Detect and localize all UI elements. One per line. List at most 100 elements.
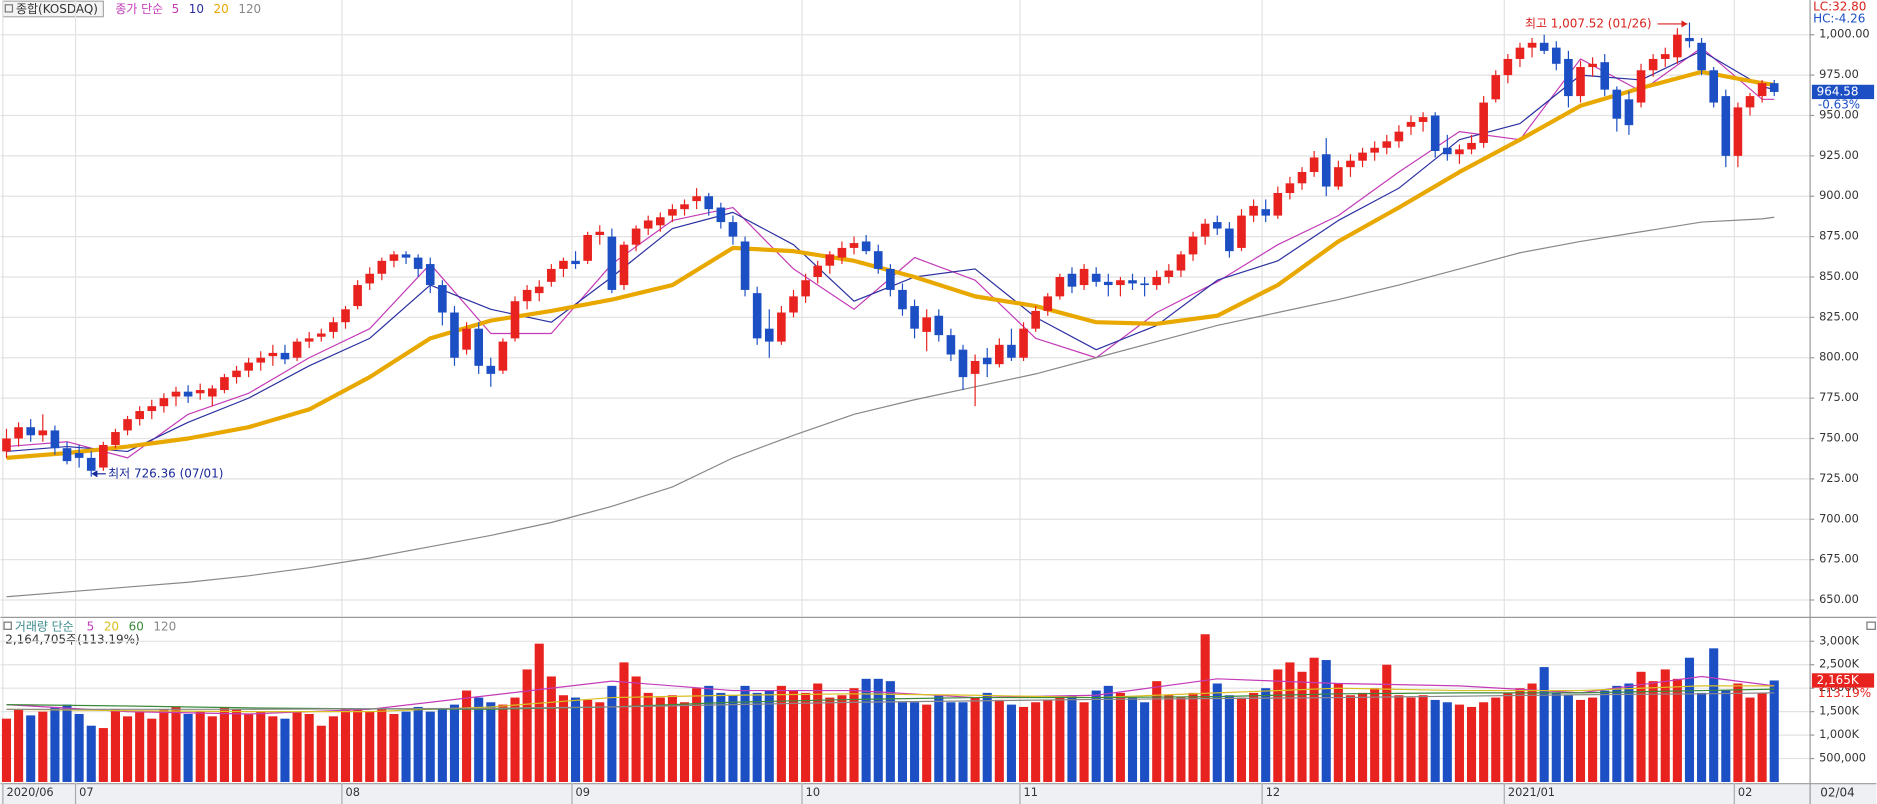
annotation-arrowhead: [91, 470, 98, 478]
candle-body: [1007, 344, 1016, 358]
volume-bar: [1382, 664, 1392, 782]
candle-body: [777, 312, 786, 342]
x-tick-label: 11: [1024, 785, 1038, 799]
y-tick-label: 3,000K: [1819, 633, 1860, 647]
candle-body: [268, 352, 278, 357]
volume-bar: [679, 702, 690, 782]
volume-bar: [1006, 704, 1016, 782]
ma-label: 종가 단순: [115, 2, 163, 16]
y-tick-label: 950.00: [1819, 107, 1859, 121]
volume-bar: [607, 685, 617, 782]
candle-body: [910, 306, 919, 329]
volume-bar: [1188, 692, 1198, 782]
candle-body: [220, 377, 229, 391]
volume-ma-line: [6, 685, 1775, 713]
ratio-label: 113.19%: [1818, 686, 1871, 700]
y-tick-label: 975.00: [1819, 67, 1859, 81]
volume-bar: [1745, 697, 1755, 782]
volume-bar: [970, 697, 980, 782]
candle-body: [547, 268, 556, 282]
candle-body: [147, 406, 157, 412]
candle-body: [1297, 172, 1307, 184]
candle-body: [1685, 37, 1694, 42]
volume-bar: [873, 678, 883, 782]
volume-bar: [1, 718, 12, 782]
icon: [1866, 621, 1876, 630]
legend-entry: 120: [238, 2, 261, 16]
candle-body: [38, 430, 48, 436]
volume-bar: [849, 688, 859, 782]
candle-body: [1176, 254, 1186, 271]
volume-bar: [1684, 657, 1695, 782]
price-tag-label: 964.58: [1817, 84, 1859, 98]
x-tick-label: 07: [79, 785, 93, 799]
candle-body: [740, 241, 750, 290]
x-tick-label: 10: [806, 785, 820, 799]
candle-body: [668, 209, 677, 216]
candle-body: [1697, 42, 1706, 71]
volume-bar: [1140, 702, 1150, 782]
candle-body: [510, 301, 520, 339]
legend-entry: 5: [87, 619, 95, 633]
volume-bar: [292, 711, 302, 782]
volume-bar: [1660, 669, 1670, 782]
candle-body: [1636, 70, 1646, 103]
candle-body: [86, 457, 96, 471]
candle-body: [438, 285, 447, 313]
legend-entry: 20: [214, 2, 229, 16]
candle-body: [1576, 67, 1585, 97]
volume-bar: [280, 718, 290, 782]
candle-body: [1212, 222, 1222, 229]
volume-tag: [1811, 673, 1875, 688]
candle-body: [801, 280, 810, 297]
volume-bar: [1285, 662, 1295, 782]
volume-bar: [583, 699, 593, 782]
candle-body: [1479, 102, 1488, 143]
legend-entry: 20: [104, 619, 119, 633]
candle-body: [1660, 54, 1670, 59]
candle-body: [195, 390, 205, 394]
candle-body: [498, 341, 508, 371]
candle-body: [1237, 215, 1246, 248]
legend-entry: 5: [172, 2, 180, 16]
volume-bar: [244, 713, 254, 782]
candle-body: [401, 254, 411, 258]
x-tick-label: 02: [1738, 785, 1752, 799]
volume-bar: [353, 709, 363, 782]
volume-bar: [377, 709, 387, 782]
candle-body: [280, 352, 290, 360]
volume-bar: [316, 725, 326, 782]
candle-body: [1382, 141, 1392, 148]
y-tick-label: 700.00: [1819, 511, 1859, 525]
volume-bar: [1588, 697, 1598, 782]
candle-body: [1321, 154, 1331, 187]
y-tick-label: 775.00: [1819, 390, 1859, 404]
candle-body: [595, 231, 605, 235]
volume-bar: [1103, 685, 1113, 782]
candle-body: [692, 196, 701, 202]
candle-body: [1564, 58, 1573, 97]
candle-body: [1285, 183, 1295, 194]
candle-body: [995, 344, 1004, 365]
candle-body: [1503, 58, 1513, 76]
candle-body: [50, 430, 60, 449]
candle-body: [1455, 149, 1464, 155]
candle-body: [1358, 152, 1367, 161]
volume-bar: [1127, 697, 1138, 782]
volume-bar: [207, 716, 217, 782]
candle-body: [341, 309, 350, 323]
candle-body: [74, 453, 84, 458]
volume-bar: [1176, 697, 1186, 782]
volume-bar: [619, 662, 629, 782]
candle-body: [123, 419, 132, 431]
volume-bar: [1043, 699, 1053, 782]
candle-body: [26, 427, 36, 436]
volume-bar: [571, 697, 581, 782]
volume-bar: [1055, 697, 1065, 782]
candle-body: [934, 315, 944, 336]
icon: [4, 4, 14, 13]
x-tick-label: 2020/06: [6, 785, 53, 799]
chart-title: 종합(KOSDAQ): [16, 2, 98, 16]
volume-bar: [86, 725, 96, 782]
volume-bar: [38, 711, 48, 782]
